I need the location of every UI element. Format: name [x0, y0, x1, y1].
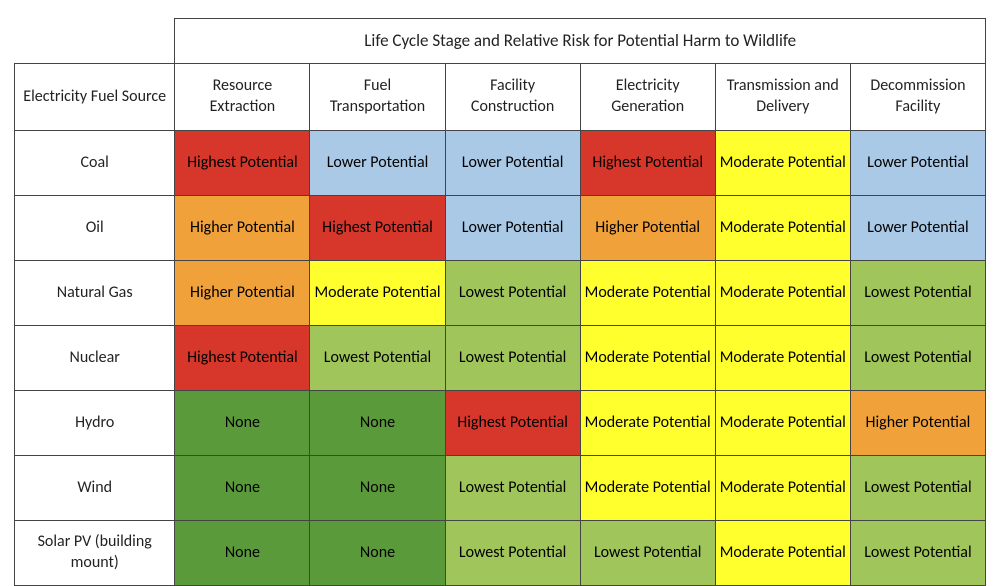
risk-cell: Higher Potential [175, 261, 310, 326]
column-header: Fuel Transportation [310, 64, 445, 131]
risk-cell: None [310, 391, 445, 456]
risk-cell: Lowest Potential [445, 456, 580, 521]
column-header: Resource Extraction [175, 64, 310, 131]
risk-cell: Moderate Potential [715, 196, 850, 261]
risk-cell: Lowest Potential [850, 456, 985, 521]
row-label: Solar PV (building mount) [15, 521, 175, 586]
risk-cell: Lowest Potential [445, 326, 580, 391]
risk-cell: Moderate Potential [715, 521, 850, 586]
risk-cell: Lowest Potential [310, 326, 445, 391]
risk-cell: Lowest Potential [850, 261, 985, 326]
table-title: Life Cycle Stage and Relative Risk for P… [175, 19, 986, 64]
risk-cell: None [175, 456, 310, 521]
risk-cell: Lower Potential [445, 131, 580, 196]
risk-cell: Lower Potential [310, 131, 445, 196]
risk-cell: Higher Potential [580, 196, 715, 261]
row-label: Coal [15, 131, 175, 196]
row-label: Natural Gas [15, 261, 175, 326]
risk-cell: Lowest Potential [445, 521, 580, 586]
row-header-title: Electricity Fuel Source [15, 64, 175, 131]
row-label: Oil [15, 196, 175, 261]
risk-cell: Higher Potential [175, 196, 310, 261]
risk-cell: None [175, 391, 310, 456]
risk-table: Life Cycle Stage and Relative Risk for P… [14, 18, 986, 586]
risk-cell: Moderate Potential [715, 131, 850, 196]
risk-cell: Moderate Potential [580, 326, 715, 391]
blank-corner [15, 19, 175, 64]
risk-cell: Highest Potential [175, 326, 310, 391]
risk-cell: Highest Potential [175, 131, 310, 196]
risk-cell: Higher Potential [850, 391, 985, 456]
risk-cell: Lowest Potential [850, 521, 985, 586]
risk-cell: Moderate Potential [580, 456, 715, 521]
risk-cell: Lower Potential [850, 196, 985, 261]
risk-cell: None [310, 456, 445, 521]
risk-cell: Lowest Potential [580, 521, 715, 586]
risk-cell: Lower Potential [445, 196, 580, 261]
risk-cell: Moderate Potential [310, 261, 445, 326]
risk-cell: None [175, 521, 310, 586]
risk-cell: None [310, 521, 445, 586]
risk-cell: Moderate Potential [715, 326, 850, 391]
column-header: Facility Construction [445, 64, 580, 131]
column-header: Electricity Generation [580, 64, 715, 131]
risk-cell: Lowest Potential [445, 261, 580, 326]
row-label: Wind [15, 456, 175, 521]
risk-cell: Lower Potential [850, 131, 985, 196]
risk-cell: Moderate Potential [715, 391, 850, 456]
row-label: Hydro [15, 391, 175, 456]
risk-cell: Highest Potential [580, 131, 715, 196]
risk-cell: Moderate Potential [580, 261, 715, 326]
risk-cell: Moderate Potential [715, 456, 850, 521]
risk-cell: Lowest Potential [850, 326, 985, 391]
column-header: Decommission Facility [850, 64, 985, 131]
risk-cell: Moderate Potential [715, 261, 850, 326]
risk-cell: Highest Potential [310, 196, 445, 261]
row-label: Nuclear [15, 326, 175, 391]
risk-cell: Highest Potential [445, 391, 580, 456]
column-header: Transmission and Delivery [715, 64, 850, 131]
risk-cell: Moderate Potential [580, 391, 715, 456]
risk-table-container: Life Cycle Stage and Relative Risk for P… [0, 0, 1000, 503]
